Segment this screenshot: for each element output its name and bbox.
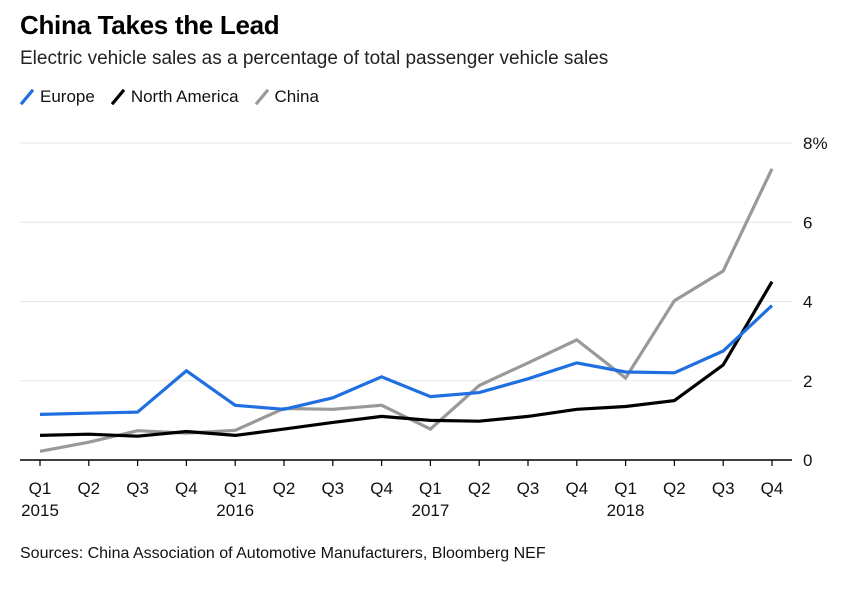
legend-swatch-europe	[20, 89, 34, 105]
series-line-europe	[39, 304, 774, 416]
legend-label-china: China	[274, 87, 319, 106]
x-tick-label-12: Q1	[614, 479, 637, 498]
chart-source: Sources: China Association of Automotive…	[20, 545, 546, 562]
legend-label-europe: Europe	[40, 87, 95, 106]
chart-title: China Takes the Lead	[20, 10, 280, 40]
x-year-label-0: 2015	[21, 501, 59, 520]
x-tick-label-9: Q2	[468, 479, 491, 498]
x-tick-label-5: Q2	[273, 479, 296, 498]
y-tick-label-3: 6	[803, 213, 812, 232]
series-line-north-america	[39, 280, 774, 438]
legend-item-europe: Europe	[20, 87, 95, 107]
series-line-china	[39, 168, 774, 453]
x-tick-label-2: Q3	[126, 479, 149, 498]
x-tick-label-13: Q2	[663, 479, 686, 498]
x-tick-label-14: Q3	[712, 479, 735, 498]
x-year-label-3: 2018	[607, 501, 645, 520]
y-tick-label-1: 2	[803, 372, 812, 391]
y-tick-label-2: 4	[803, 293, 812, 312]
x-tick-label-11: Q4	[565, 479, 588, 498]
x-year-label-1: 2016	[216, 501, 254, 520]
y-tick-label-0: 0	[803, 451, 812, 470]
x-tick-label-15: Q4	[761, 479, 784, 498]
x-tick-label-1: Q2	[77, 479, 100, 498]
chart-legend: Europe North America China	[20, 87, 335, 107]
x-tick-label-8: Q1	[419, 479, 442, 498]
legend-item-china: China	[254, 87, 319, 107]
legend-swatch-china	[254, 89, 269, 105]
x-tick-label-3: Q4	[175, 479, 198, 498]
x-tick-label-0: Q1	[29, 479, 52, 498]
chart-subtitle: Electric vehicle sales as a percentage o…	[20, 48, 609, 69]
x-tick-label-7: Q4	[370, 479, 393, 498]
legend-swatch-north-america	[110, 89, 125, 105]
x-tick-label-10: Q3	[517, 479, 540, 498]
legend-item-north-america: North America	[110, 87, 239, 107]
y-tick-label-4: 8%	[803, 134, 828, 153]
x-year-label-2: 2017	[411, 501, 449, 520]
x-tick-label-6: Q3	[321, 479, 344, 498]
legend-label-north-america: North America	[130, 87, 239, 106]
x-tick-label-4: Q1	[224, 479, 247, 498]
